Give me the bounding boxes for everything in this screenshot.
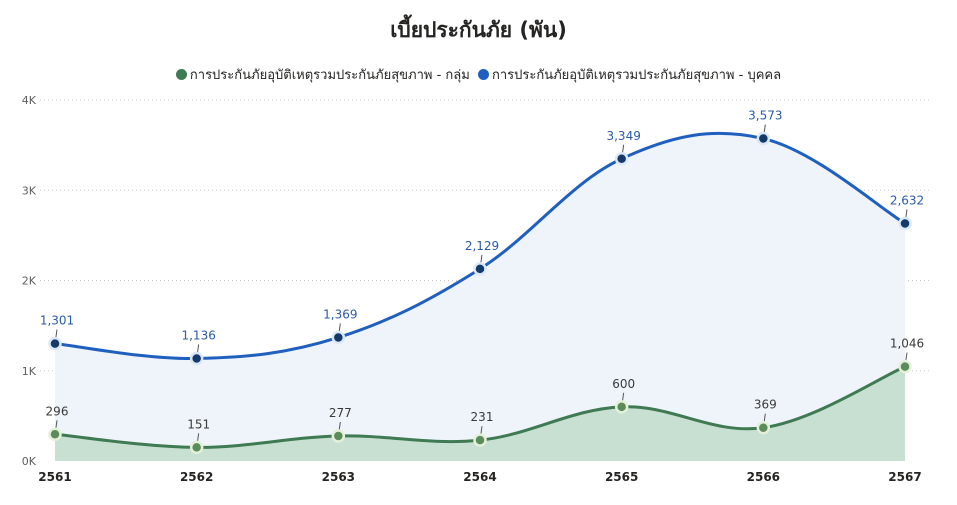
data-point bbox=[756, 131, 771, 146]
data-point bbox=[473, 262, 487, 276]
data-label: 1,136 bbox=[181, 328, 215, 342]
data-label: 3,349 bbox=[606, 129, 640, 143]
data-point bbox=[48, 336, 62, 351]
data-label: 369 bbox=[754, 398, 777, 412]
x-tick-label: 2562 bbox=[180, 470, 213, 484]
data-label: 296 bbox=[46, 404, 69, 418]
data-point bbox=[189, 440, 204, 455]
data-label: 3,573 bbox=[748, 109, 782, 123]
y-tick-label: 0K bbox=[22, 455, 37, 468]
data-point bbox=[48, 427, 62, 442]
x-tick-label: 2563 bbox=[322, 470, 355, 484]
chart-title: เบี้ยประกันภัย (พัน) bbox=[390, 18, 567, 42]
data-label: 151 bbox=[187, 417, 210, 431]
legend-marker-icon bbox=[175, 69, 187, 80]
data-point bbox=[331, 429, 346, 443]
series-area bbox=[55, 366, 905, 461]
chart-legend: การประกันภัยอุบัติเหตุรวมประกันภัยสุขภาพ… bbox=[0, 64, 957, 85]
legend-label: การประกันภัยอุบัติเหตุรวมประกันภัยสุขภาพ… bbox=[491, 68, 782, 83]
data-point bbox=[614, 152, 629, 166]
y-tick-label: 4K bbox=[22, 94, 37, 107]
data-label: 1,369 bbox=[323, 307, 357, 321]
x-tick-label: 2565 bbox=[605, 470, 638, 484]
legend-label: การประกันภัยอุบัติเหตุรวมประกันภัยสุขภาพ… bbox=[189, 68, 470, 83]
data-label: 2,632 bbox=[890, 193, 924, 207]
x-tick-label: 2566 bbox=[747, 470, 780, 484]
data-point bbox=[898, 359, 912, 374]
x-tick-label: 2564 bbox=[463, 470, 496, 484]
data-point bbox=[331, 330, 346, 345]
data-label: 2,129 bbox=[465, 239, 499, 253]
y-tick-label: 3K bbox=[22, 184, 37, 197]
data-label: 277 bbox=[329, 406, 352, 420]
data-point bbox=[898, 216, 912, 231]
data-label: 1,046 bbox=[890, 337, 924, 351]
x-tick-label: 2561 bbox=[38, 470, 71, 484]
data-label: 231 bbox=[471, 410, 494, 424]
y-tick-label: 1K bbox=[22, 365, 37, 378]
data-point bbox=[473, 433, 487, 447]
x-tick-label: 2567 bbox=[888, 470, 921, 484]
legend-item-group[interactable]: การประกันภัยอุบัติเหตุรวมประกันภัยสุขภาพ… bbox=[175, 64, 470, 85]
y-tick-label: 2K bbox=[22, 275, 37, 288]
legend-item-individual[interactable]: การประกันภัยอุบัติเหตุรวมประกันภัยสุขภาพ… bbox=[477, 64, 782, 85]
data-label: 1,301 bbox=[40, 314, 74, 328]
data-label: 600 bbox=[612, 377, 635, 391]
data-point bbox=[756, 420, 771, 435]
series-area bbox=[55, 133, 905, 462]
data-point bbox=[189, 351, 204, 366]
legend-marker-icon bbox=[477, 69, 489, 80]
data-point bbox=[614, 400, 629, 414]
